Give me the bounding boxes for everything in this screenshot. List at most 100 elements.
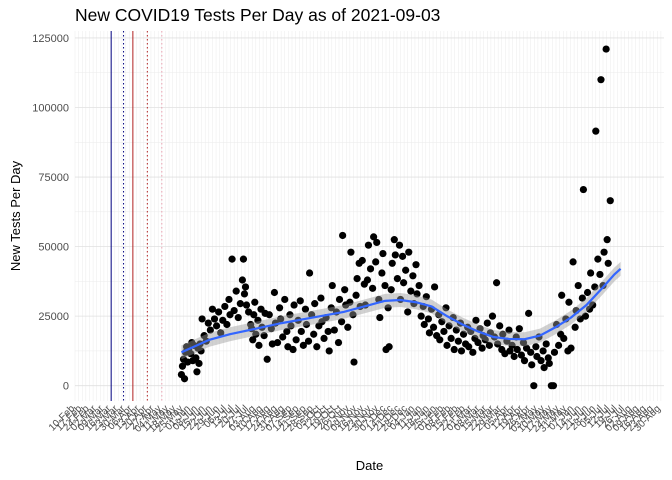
- data-point: [344, 323, 352, 331]
- data-point: [574, 281, 582, 290]
- data-point: [454, 337, 462, 345]
- data-point: [438, 318, 446, 326]
- data-point: [457, 347, 466, 355]
- data-point: [263, 355, 271, 363]
- y-tick-label: 100000: [32, 103, 69, 115]
- data-point: [532, 343, 540, 351]
- data-point: [378, 269, 386, 277]
- chart-title: New COVID19 Tests Per Day as of 2021-09-…: [75, 5, 441, 25]
- data-point: [594, 255, 602, 263]
- x-axis-ticks: 10-Feb17-Feb24-Feb02-Mar09-Mar16-Mar23-M…: [47, 403, 663, 435]
- data-point: [558, 291, 566, 299]
- data-point: [330, 326, 338, 334]
- data-point: [276, 304, 284, 312]
- data-point: [238, 276, 246, 284]
- data-point: [260, 332, 268, 340]
- data-point: [384, 304, 392, 312]
- data-point: [393, 274, 401, 283]
- data-point: [581, 312, 590, 320]
- data-point: [317, 294, 325, 302]
- data-point: [569, 258, 577, 266]
- data-point: [301, 305, 310, 313]
- data-point: [542, 340, 550, 348]
- data-point: [402, 266, 410, 274]
- data-point: [320, 334, 328, 343]
- data-point: [290, 301, 298, 309]
- data-point: [341, 286, 349, 294]
- data-point: [230, 306, 238, 315]
- data-point: [223, 320, 231, 329]
- data-point: [334, 338, 343, 347]
- data-point: [363, 276, 372, 284]
- data-point: [413, 290, 421, 298]
- data-point: [485, 341, 493, 349]
- data-point: [602, 45, 610, 53]
- data-point: [299, 341, 307, 349]
- data-point: [409, 272, 417, 280]
- data-point: [391, 251, 399, 259]
- data-point: [530, 382, 538, 390]
- grid: [74, 31, 664, 401]
- data-point: [198, 315, 206, 323]
- data-point: [273, 338, 282, 347]
- data-point: [228, 255, 236, 263]
- data-point: [208, 305, 217, 313]
- data-point: [545, 359, 553, 368]
- data-point: [221, 302, 229, 311]
- data-point: [400, 279, 408, 287]
- data-point: [373, 238, 381, 247]
- data-point: [525, 309, 533, 317]
- data-point: [239, 255, 248, 263]
- data-point: [600, 248, 608, 256]
- y-axis-ticks: 0 25000 50000 75000 100000 125000: [32, 33, 69, 393]
- data-point: [578, 294, 586, 302]
- data-point: [212, 322, 221, 330]
- data-point: [540, 364, 548, 372]
- data-point: [349, 311, 357, 319]
- data-point: [206, 326, 214, 334]
- data-point: [387, 286, 395, 294]
- data-point: [304, 337, 313, 345]
- smooth-line: [180, 268, 622, 354]
- data-point: [499, 330, 507, 338]
- data-point: [442, 304, 450, 312]
- data-point: [193, 368, 201, 376]
- data-point: [372, 258, 380, 266]
- data-point: [338, 318, 346, 326]
- data-point: [481, 336, 489, 344]
- data-point: [592, 127, 600, 135]
- data-point: [339, 231, 347, 240]
- data-point: [325, 347, 333, 355]
- data-point: [519, 338, 528, 347]
- data-point: [420, 320, 428, 329]
- data-point: [520, 357, 529, 365]
- data-point: [424, 315, 432, 323]
- data-point: [265, 311, 273, 319]
- data-point: [472, 316, 480, 324]
- data-point: [571, 323, 579, 331]
- data-point: [415, 281, 423, 290]
- data-point: [478, 344, 486, 352]
- data-point: [527, 348, 535, 356]
- data-point: [252, 330, 260, 338]
- data-point: [404, 308, 412, 316]
- data-point: [537, 357, 545, 365]
- data-point: [267, 325, 275, 333]
- smooth-trend: [180, 261, 622, 360]
- data-point: [390, 236, 398, 244]
- data-point: [589, 301, 597, 309]
- data-point: [474, 338, 482, 347]
- confidence-band: [181, 261, 621, 360]
- data-point: [292, 336, 300, 344]
- data-point: [550, 348, 559, 356]
- data-point: [560, 334, 568, 343]
- data-point: [225, 295, 233, 304]
- data-point: [450, 345, 458, 354]
- data-point: [347, 248, 355, 256]
- data-points: [177, 45, 614, 390]
- data-point: [200, 332, 208, 340]
- data-point: [370, 233, 378, 241]
- data-point: [192, 354, 200, 362]
- data-point: [234, 313, 242, 322]
- data-point: [279, 333, 287, 341]
